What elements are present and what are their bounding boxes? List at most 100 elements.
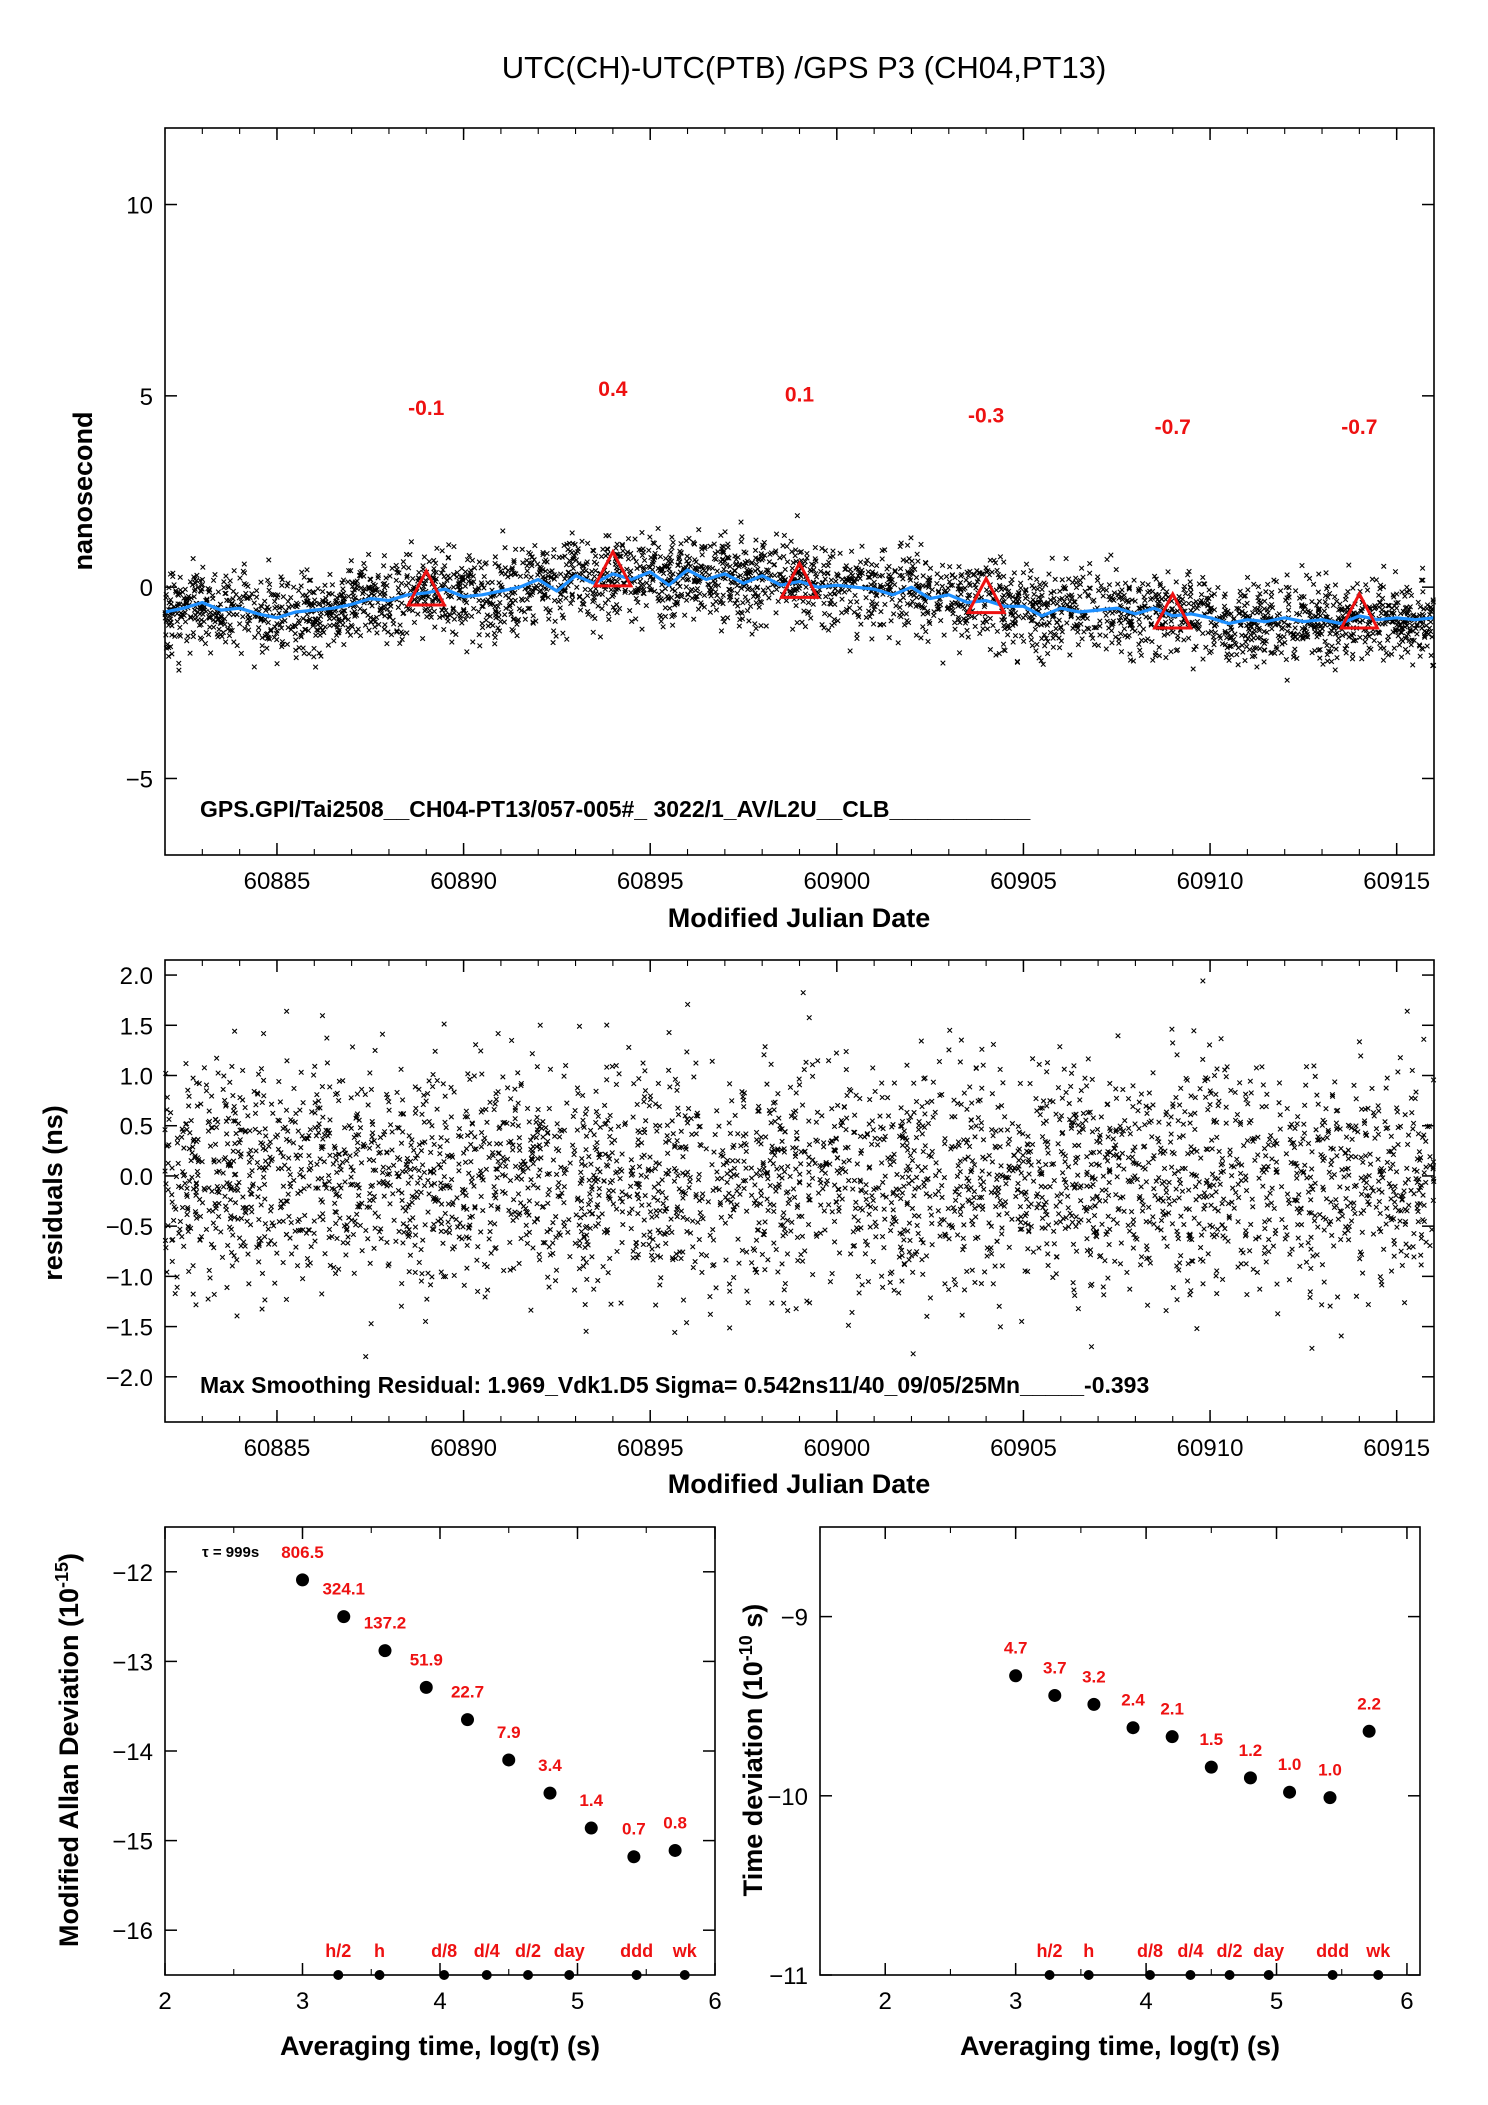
data-point bbox=[1187, 579, 1193, 585]
data-point bbox=[177, 574, 183, 580]
data-point bbox=[996, 574, 1003, 581]
data-point bbox=[1174, 608, 1181, 614]
data-point bbox=[732, 562, 739, 568]
data-point bbox=[1232, 631, 1238, 637]
data-point bbox=[874, 601, 880, 607]
data-point bbox=[790, 560, 796, 566]
data-point bbox=[925, 610, 931, 616]
data-point bbox=[744, 608, 751, 614]
x-tick-label: 60905 bbox=[990, 868, 1057, 895]
data-point bbox=[1051, 588, 1057, 595]
data-point bbox=[1194, 605, 1200, 611]
data-point bbox=[1326, 590, 1333, 597]
data-point bbox=[1012, 621, 1019, 627]
data-point bbox=[1327, 631, 1333, 637]
data-point bbox=[639, 626, 645, 632]
data-point bbox=[451, 543, 457, 550]
data-point bbox=[491, 630, 498, 636]
data-point bbox=[1027, 632, 1034, 638]
data-point bbox=[1122, 580, 1129, 586]
data-point bbox=[1080, 574, 1086, 580]
data-point bbox=[958, 573, 964, 579]
data-point bbox=[821, 625, 827, 631]
data-point bbox=[1103, 612, 1109, 618]
data-point bbox=[1205, 630, 1211, 636]
data-point bbox=[1201, 581, 1207, 587]
data-point bbox=[345, 567, 352, 574]
data-point bbox=[717, 599, 723, 606]
marker-label: -0.1 bbox=[408, 397, 445, 420]
data-point bbox=[1073, 584, 1080, 591]
data-point bbox=[897, 604, 903, 611]
data-point bbox=[1023, 561, 1030, 567]
data-point bbox=[1089, 635, 1096, 641]
data-point bbox=[1248, 623, 1254, 630]
data-point bbox=[553, 633, 559, 639]
data-point bbox=[444, 577, 450, 583]
data-point bbox=[569, 597, 576, 603]
data-point bbox=[633, 616, 639, 622]
data-point bbox=[497, 599, 503, 606]
data-point bbox=[1329, 643, 1335, 649]
data-point bbox=[568, 600, 574, 607]
data-point bbox=[1428, 652, 1434, 659]
data-point bbox=[975, 576, 981, 582]
data-point bbox=[1215, 584, 1221, 591]
data-point bbox=[855, 611, 861, 618]
data-point bbox=[829, 622, 835, 629]
data-point bbox=[1308, 623, 1314, 629]
data-point bbox=[1402, 605, 1409, 611]
data-point bbox=[1039, 586, 1045, 593]
data-point bbox=[550, 639, 556, 646]
data-point bbox=[1040, 661, 1046, 668]
data-point bbox=[492, 634, 498, 641]
data-point bbox=[755, 566, 761, 572]
data-point bbox=[1278, 650, 1285, 656]
data-point bbox=[1113, 566, 1119, 573]
data-point bbox=[879, 556, 885, 562]
data-point bbox=[1335, 639, 1341, 646]
data-point bbox=[167, 644, 174, 650]
data-point bbox=[1244, 574, 1251, 581]
data-point bbox=[720, 544, 727, 550]
data-point bbox=[696, 527, 702, 533]
data-point bbox=[939, 583, 945, 590]
y-axis-label: nanosecond bbox=[68, 411, 98, 570]
data-point bbox=[177, 624, 183, 631]
data-point bbox=[793, 602, 799, 609]
data-point bbox=[920, 611, 926, 617]
data-point bbox=[1084, 625, 1090, 631]
data-point bbox=[527, 605, 533, 612]
data-point bbox=[296, 587, 302, 594]
data-point bbox=[1376, 629, 1382, 635]
data-point bbox=[476, 597, 482, 604]
data-point bbox=[404, 630, 410, 636]
data-point bbox=[1054, 601, 1060, 607]
data-point bbox=[1104, 556, 1110, 563]
data-point bbox=[1256, 625, 1262, 632]
data-point bbox=[264, 645, 270, 651]
data-point bbox=[569, 591, 575, 597]
data-point bbox=[315, 585, 321, 592]
data-point bbox=[259, 634, 265, 641]
data-point bbox=[210, 595, 216, 602]
data-point bbox=[630, 555, 637, 561]
data-point bbox=[1203, 644, 1209, 651]
y-tick-label: 10 bbox=[126, 193, 153, 220]
data-point bbox=[1059, 629, 1066, 635]
data-point bbox=[735, 610, 741, 616]
data-point bbox=[1000, 641, 1007, 647]
data-point bbox=[225, 584, 232, 590]
data-point bbox=[1211, 591, 1218, 597]
data-point bbox=[298, 632, 304, 638]
data-point bbox=[828, 597, 834, 603]
data-point bbox=[495, 603, 501, 610]
data-point bbox=[540, 551, 546, 558]
data-point bbox=[252, 634, 258, 640]
data-point bbox=[639, 529, 645, 536]
data-point bbox=[509, 566, 515, 573]
data-point bbox=[1193, 643, 1199, 650]
data-point bbox=[1418, 577, 1425, 583]
data-point bbox=[306, 577, 313, 583]
data-point bbox=[867, 574, 873, 580]
